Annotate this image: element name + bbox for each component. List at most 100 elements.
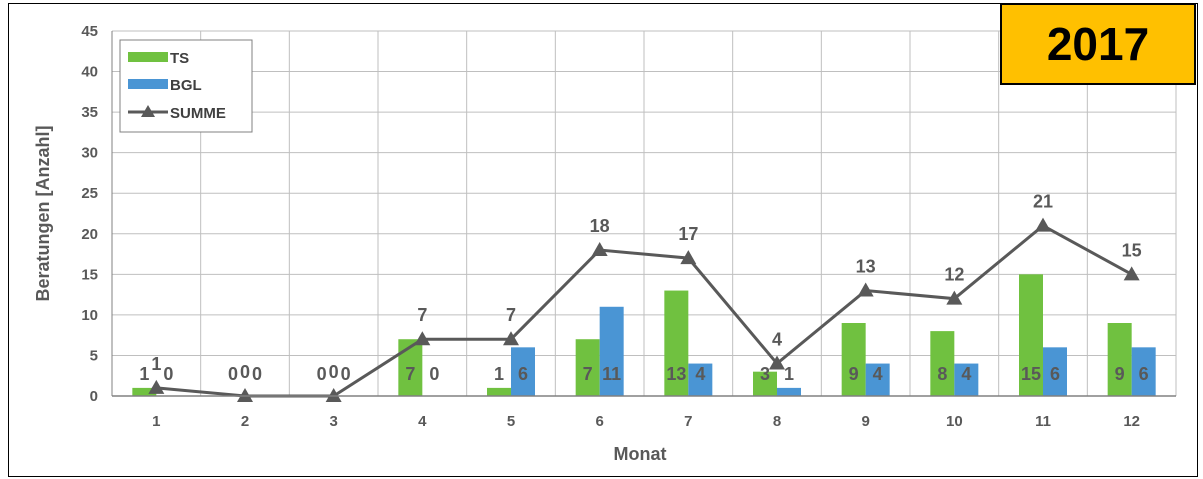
bar-ts	[132, 387, 157, 396]
bar-bgl	[599, 306, 624, 396]
bar-label-ts: 0	[228, 364, 238, 384]
bar-label-bgl: 6	[1139, 364, 1149, 384]
x-tick-label: 8	[773, 413, 781, 430]
x-tick-label: 1	[152, 413, 160, 430]
x-tick-label: 4	[418, 413, 427, 430]
marker-summe	[414, 331, 431, 346]
line-label-summe: 18	[590, 216, 610, 236]
bar-bgl	[1043, 347, 1067, 396]
marker-summe	[680, 250, 697, 265]
y-tick-label: 30	[81, 145, 98, 162]
marker-summe	[1123, 266, 1140, 281]
line-label-summe: 7	[506, 305, 516, 325]
bar-bgl	[777, 387, 801, 396]
bar-bgl	[688, 363, 713, 396]
legend-label-summe: SUMME	[170, 105, 226, 122]
legend-marker-summe	[141, 105, 155, 117]
bar-ts	[753, 371, 777, 396]
bar-ts	[575, 339, 600, 396]
bar-label-ts: 1	[494, 364, 504, 384]
marker-summe	[325, 388, 342, 402]
x-tick-label: 2	[241, 413, 249, 430]
x-tick-label: 3	[329, 413, 337, 430]
bar-label-bgl: 0	[341, 364, 351, 384]
y-tick-label: 40	[81, 64, 98, 81]
y-tick-label: 0	[90, 388, 98, 405]
bar-label-ts: 8	[937, 364, 947, 384]
marker-summe	[1035, 217, 1051, 232]
bar-label-bgl: 0	[429, 364, 439, 384]
bar-ts	[841, 323, 866, 396]
marker-summe	[591, 242, 608, 256]
x-axis-title: Monat	[614, 444, 667, 464]
x-tick-label: 12	[1123, 413, 1140, 430]
x-tick-label: 11	[1035, 413, 1051, 430]
bar-label-ts: 15	[1021, 364, 1041, 384]
bar-label-ts: 7	[405, 364, 415, 384]
line-label-summe: 0	[240, 362, 250, 382]
x-tick-label: 10	[946, 413, 963, 430]
y-tick-label: 25	[81, 185, 98, 202]
bar-label-ts: 13	[666, 364, 686, 384]
bar-ts	[930, 331, 955, 396]
bar-label-ts: 7	[583, 364, 593, 384]
line-label-summe: 12	[944, 265, 964, 285]
bar-label-ts: 1	[139, 364, 149, 384]
bar-label-ts: 9	[849, 364, 859, 384]
bar-label-ts: 9	[1115, 364, 1125, 384]
x-tick-label: 6	[595, 413, 603, 430]
y-axis-title: Beratungen [Anzahl]	[33, 125, 53, 301]
x-tick-label: 7	[684, 413, 692, 430]
bar-label-ts: 3	[760, 364, 770, 384]
x-tick-label: 5	[507, 413, 515, 430]
bar-label-bgl: 11	[602, 364, 621, 384]
bar-label-bgl: 0	[252, 364, 262, 384]
line-label-summe: 0	[329, 362, 339, 382]
bar-ts	[487, 387, 511, 396]
bar-label-bgl: 6	[1050, 364, 1060, 384]
legend-label-ts: TS	[170, 50, 189, 67]
line-label-summe: 13	[856, 257, 876, 277]
marker-summe	[857, 282, 874, 297]
legend-swatch-ts	[128, 52, 168, 62]
line-label-summe: 4	[772, 330, 782, 350]
bar-label-bgl: 6	[518, 364, 528, 384]
marker-summe	[946, 290, 963, 305]
legend-label-bgl: BGL	[170, 77, 202, 94]
x-tick-label: 9	[861, 413, 869, 430]
line-label-summe: 7	[417, 305, 427, 325]
bar-ts	[1019, 274, 1043, 396]
year-badge: 2017	[1000, 3, 1196, 85]
y-tick-label: 5	[90, 347, 98, 364]
bar-label-bgl: 1	[784, 364, 794, 384]
grid-layer	[111, 30, 1177, 397]
line-label-summe: 1	[151, 354, 161, 374]
y-tick-label: 45	[81, 23, 98, 40]
marker-summe	[503, 331, 519, 346]
bar-label-ts: 0	[317, 364, 327, 384]
bar-label-bgl: 4	[873, 364, 883, 384]
bar-bgl	[511, 347, 535, 396]
bar-bgl	[1131, 347, 1156, 396]
y-tick-label: 20	[81, 226, 98, 243]
y-tick-label: 15	[81, 266, 98, 283]
legend-swatch-bgl	[128, 79, 168, 89]
bar-label-bgl: 4	[695, 364, 705, 384]
bar-ts	[664, 290, 689, 396]
bar-bgl	[954, 363, 979, 396]
line-label-summe: 15	[1122, 240, 1142, 260]
bar-label-bgl: 0	[163, 364, 173, 384]
bar-bgl	[865, 363, 890, 396]
bar-label-bgl: 4	[961, 364, 971, 384]
marker-summe	[769, 355, 785, 370]
legend-layer: TS BGL SUMME	[119, 39, 253, 133]
y-tick-label: 35	[81, 104, 98, 121]
y-tick-label: 10	[81, 307, 98, 324]
marker-summe	[148, 379, 165, 394]
line-label-summe: 21	[1033, 192, 1053, 212]
line-label-summe: 17	[678, 224, 698, 244]
bar-ts	[1107, 323, 1132, 396]
